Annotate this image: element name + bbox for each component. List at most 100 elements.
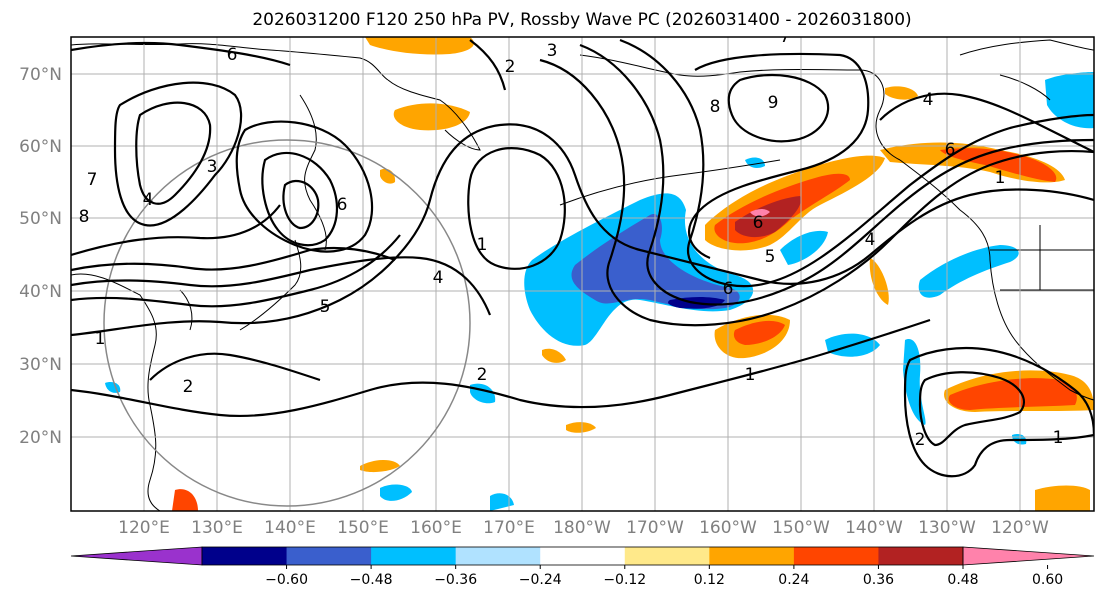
shading-orange-okhotsk bbox=[393, 103, 470, 131]
contour-label: 2 bbox=[915, 430, 926, 450]
colorbar: −0.60 −0.48 −0.36 −0.24 −0.12 0.12 0.24 0.36 0.4… bbox=[70, 546, 1095, 588]
contour-3 bbox=[71, 256, 492, 316]
coast-alaska bbox=[579, 54, 901, 161]
contour-label: 3 bbox=[547, 41, 558, 61]
contour-label: 5 bbox=[765, 247, 776, 267]
shading-orange-sw bbox=[172, 489, 198, 511]
lon-label: 160°W bbox=[699, 518, 757, 538]
map-frame bbox=[70, 36, 1095, 512]
contour-south-1 bbox=[71, 318, 931, 418]
colorbar-bin bbox=[878, 547, 964, 565]
contour-label: 2 bbox=[183, 377, 194, 397]
shading-orange-sm5 bbox=[1035, 485, 1090, 511]
colorbar-tick-label: 0.48 bbox=[947, 572, 978, 588]
colorbar-tick-label: 0.12 bbox=[694, 572, 725, 588]
lon-label: 140°W bbox=[845, 518, 903, 538]
lat-label: 60°N bbox=[19, 137, 62, 157]
radius-circle bbox=[103, 139, 471, 507]
shading-blue-east bbox=[918, 245, 1019, 298]
colorbar-tick-label: −0.60 bbox=[265, 572, 308, 588]
shading-orange-sm2 bbox=[542, 348, 566, 363]
shading-blue-ne bbox=[1045, 72, 1094, 129]
colorbar-extend-high bbox=[962, 546, 1095, 566]
pv-contours bbox=[71, 38, 1094, 478]
coast-nw-america bbox=[899, 159, 1094, 401]
contour-label: 7 bbox=[87, 170, 98, 190]
contour-south-2 bbox=[149, 352, 321, 382]
colorbar-bin bbox=[455, 547, 541, 565]
lon-label: 160°E bbox=[410, 518, 462, 538]
contour-label: 1 bbox=[477, 235, 488, 255]
colorbar-extend-low bbox=[70, 546, 203, 566]
contour-label: 4 bbox=[433, 268, 444, 288]
contour-label: 7 bbox=[780, 27, 791, 47]
colorbar-bin bbox=[286, 547, 372, 565]
lon-label: 120°W bbox=[991, 518, 1049, 538]
contour-loop-jp1 bbox=[235, 120, 374, 253]
colorbar-bin bbox=[709, 547, 795, 565]
contour-label: 2 bbox=[477, 365, 488, 385]
lat-label: 40°N bbox=[19, 282, 62, 302]
contour-loop-alaska bbox=[727, 73, 830, 143]
latitude-labels: 70°N 60°N 50°N 40°N 30°N 20°N bbox=[19, 65, 62, 448]
contour-label: 4 bbox=[865, 230, 876, 250]
shading-blue-sm6 bbox=[490, 493, 514, 511]
coast-okhotsk bbox=[299, 94, 327, 251]
lon-label: 150°E bbox=[337, 518, 389, 538]
longitude-labels: 120°E 130°E 140°E 150°E 160°E 170°E 180°… bbox=[118, 518, 1049, 538]
contour-label: 6 bbox=[753, 213, 764, 233]
lon-label: 170°E bbox=[483, 518, 535, 538]
coast-aleutians bbox=[559, 159, 781, 206]
contour-n-2 bbox=[469, 39, 507, 91]
figure-title: 2026031200 F120 250 hPa PV, Rossby Wave … bbox=[252, 10, 911, 30]
contour-label: 1 bbox=[1053, 428, 1064, 448]
lon-label: 170°W bbox=[626, 518, 684, 538]
contour-label: 6 bbox=[337, 195, 348, 215]
shading-orange-sm4 bbox=[566, 422, 596, 433]
contour-labels: 6 3 2 7 8 9 4 6 3 4 1 6 5 6 1 2 1 2 5 4 bbox=[79, 27, 1064, 450]
contour-label: 6 bbox=[723, 279, 734, 299]
contour-trough-2 bbox=[579, 43, 1094, 306]
shading-darkred-gulf bbox=[735, 196, 801, 238]
colorbar-tick-label: −0.24 bbox=[519, 572, 562, 588]
colorbar-bin bbox=[624, 547, 710, 565]
shading-orange-sm3 bbox=[360, 460, 400, 473]
colorbar-tick-label: 0.36 bbox=[863, 572, 894, 588]
lat-label: 70°N bbox=[19, 65, 62, 85]
contour-trough-4 bbox=[688, 52, 870, 260]
contour-trough-1 bbox=[539, 58, 1094, 327]
lon-label: 180°W bbox=[553, 518, 611, 538]
contour-east-loop bbox=[903, 346, 1094, 478]
shading-red-south2 bbox=[948, 378, 1077, 410]
map-panel: 6 3 2 7 8 9 4 6 3 4 1 6 5 6 1 2 1 2 5 4 bbox=[70, 27, 1095, 512]
lon-label: 150°W bbox=[772, 518, 830, 538]
coast-kamchatka bbox=[387, 79, 481, 151]
coast-hudson bbox=[999, 74, 1051, 101]
colorbar-tick-label: −0.12 bbox=[603, 572, 646, 588]
colorbar-tick-label: −0.48 bbox=[350, 572, 393, 588]
shading-blue-sm5 bbox=[380, 484, 412, 501]
contour-label: 4 bbox=[143, 190, 154, 210]
contour-label: 1 bbox=[745, 365, 756, 385]
colorbar-bin bbox=[202, 547, 288, 565]
lon-label: 130°E bbox=[191, 518, 243, 538]
contour-loop-jp3 bbox=[282, 179, 320, 230]
contour-loop-west bbox=[113, 81, 243, 227]
contour-label: 1 bbox=[95, 329, 106, 349]
colorbar-tick-label: 0.60 bbox=[1032, 572, 1063, 588]
colorbar-bin bbox=[793, 547, 879, 565]
shading-orange-north bbox=[365, 37, 474, 55]
lat-label: 30°N bbox=[19, 355, 62, 375]
lat-label: 20°N bbox=[19, 428, 62, 448]
shading-orange-sm6 bbox=[869, 258, 889, 305]
coast-asia-north bbox=[71, 43, 389, 81]
coast-china bbox=[71, 273, 161, 511]
contour-4 bbox=[71, 246, 396, 272]
shading-pink-gulf bbox=[750, 209, 770, 217]
coastlines bbox=[71, 39, 1094, 511]
coast-canada-north bbox=[959, 39, 1094, 56]
coast-us-borders bbox=[990, 225, 1094, 291]
contour-loop-jp2 bbox=[261, 151, 339, 247]
colorbar-frame bbox=[201, 546, 964, 566]
